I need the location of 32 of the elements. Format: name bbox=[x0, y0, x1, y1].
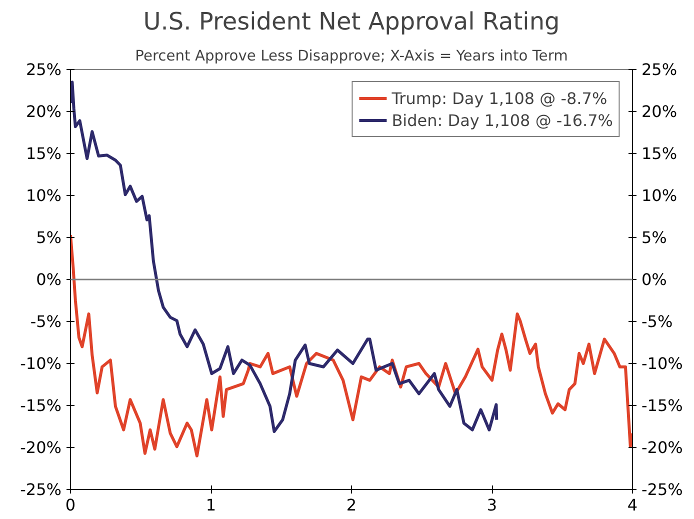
x-tick-label: 1 bbox=[206, 496, 216, 514]
x-tick-label: 2 bbox=[346, 496, 357, 514]
y-tick-label: 20% bbox=[26, 102, 62, 121]
y-tick-label: -15% bbox=[20, 396, 62, 415]
y2-tick-label: -10% bbox=[642, 354, 683, 373]
y2-tick-label: 0% bbox=[642, 270, 667, 289]
line-series bbox=[70, 233, 632, 458]
y-tick-label: 25% bbox=[26, 60, 62, 79]
y2-tick-label: 20% bbox=[642, 102, 678, 121]
chart-title: U.S. President Net Approval Rating bbox=[143, 8, 560, 36]
x-tick-label: 0 bbox=[65, 496, 76, 514]
y2-tick-label: -25% bbox=[642, 480, 683, 499]
chart-subtitle: Percent Approve Less Disapprove; X-Axis = Years into Term bbox=[135, 48, 568, 64]
y2-tick-label: -5% bbox=[642, 312, 673, 331]
y2-tick-label: 5% bbox=[642, 228, 667, 247]
y-tick-label: -25% bbox=[20, 480, 62, 499]
legend-label: Biden: Day 1,108 @ -16.7% bbox=[392, 110, 613, 130]
y2-tick-label: 10% bbox=[642, 186, 678, 205]
y-tick-label: 15% bbox=[26, 144, 62, 163]
y-tick-label: -5% bbox=[30, 312, 62, 331]
x-tick-label: 4 bbox=[627, 496, 638, 514]
y-tick-label: -20% bbox=[20, 438, 62, 457]
y-tick-label: -10% bbox=[20, 354, 62, 373]
y-tick-label: 5% bbox=[36, 228, 62, 247]
y-tick-label: 10% bbox=[26, 186, 62, 205]
y-tick-label: 0% bbox=[36, 270, 62, 289]
legend-label: Trump: Day 1,108 @ -8.7% bbox=[392, 88, 608, 108]
y2-tick-label: -15% bbox=[642, 396, 683, 415]
y2-tick-label: 25% bbox=[642, 60, 678, 79]
x-tick-label: 3 bbox=[486, 496, 498, 514]
y2-tick-label: -20% bbox=[642, 438, 683, 457]
y2-tick-label: 15% bbox=[642, 144, 678, 163]
